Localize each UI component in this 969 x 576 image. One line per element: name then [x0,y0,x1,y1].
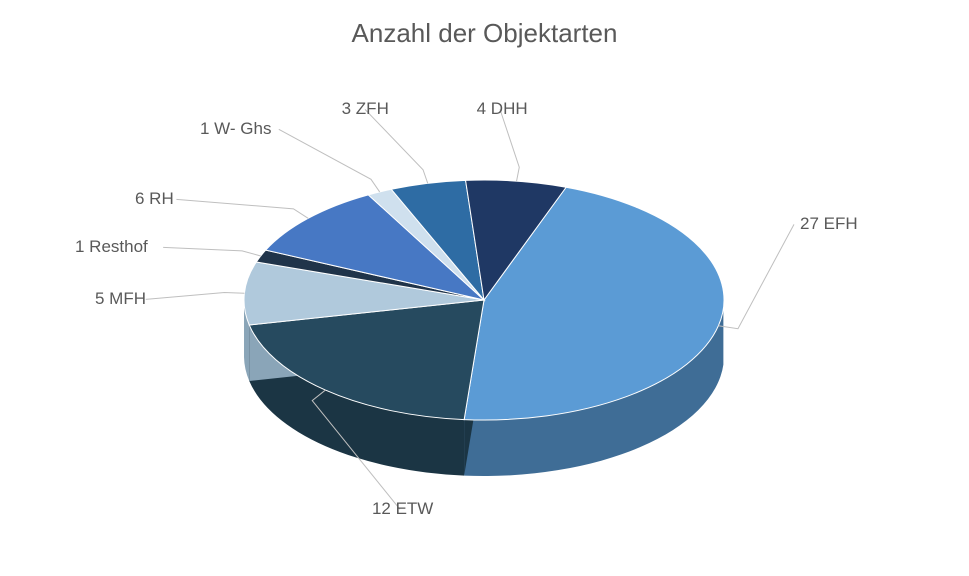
pie-chart-svg [0,0,969,576]
slice-label: 3 ZFH [342,100,389,119]
leader-line [365,109,428,183]
leader-line [279,129,380,192]
chart-title: Anzahl der Objektarten [0,18,969,49]
slice-label: 5 MFH [95,290,146,309]
leader-line [176,199,308,218]
slice-label: 1 Resthof [75,238,148,257]
leader-line [163,247,261,256]
slice-label: 1 W- Ghs [200,120,271,139]
pie-chart-container: Anzahl der Objektarten 27 EFH 12 ETW 5 MFH… [0,0,969,576]
slice-label: 6 RH [135,190,174,209]
leader-line [146,292,245,299]
leader-line [718,224,794,328]
slice-label: 12 ETW [372,500,433,519]
leader-line [500,109,519,181]
slice-label: 27 EFH [800,215,858,234]
slice-label: 4 DHH [477,100,528,119]
